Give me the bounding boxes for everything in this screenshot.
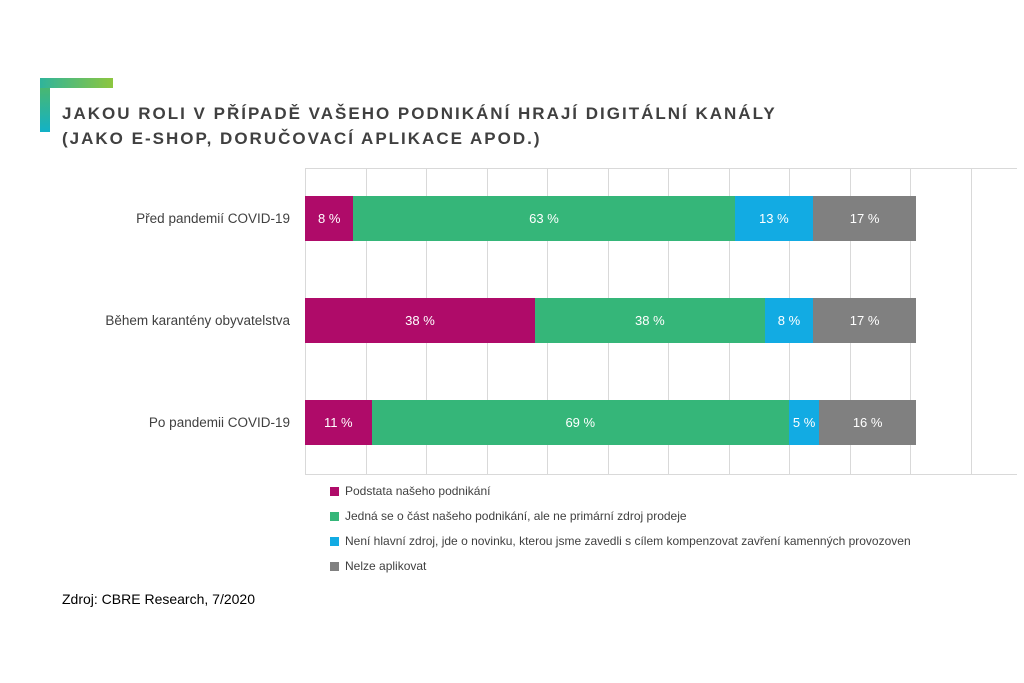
data-label: 69 %	[565, 414, 596, 430]
legend-swatch-icon	[330, 561, 339, 571]
stacked-bar: 38 % 38 % 8 % 17 %	[305, 298, 917, 343]
bar-segment: 69 %	[371, 399, 789, 445]
bar-segment: 16 %	[819, 399, 917, 445]
chart-row: Po pandemii COVID-19 11 % 69 % 5 % 16 %	[0, 371, 1017, 473]
legend-swatch-icon	[330, 486, 339, 496]
category-label: Před pandemií COVID-19	[136, 211, 290, 227]
source-note: Zdroj: CBRE Research, 7/2020	[62, 591, 255, 607]
chart-row: Během karantény obyvatelstva 38 % 38 % 8 % 1…	[0, 270, 1017, 372]
legend-label: Jedná se o část našeho podnikání, ale ne…	[345, 509, 687, 523]
bar-chart: Před pandemií COVID-19 8 % 63 % 13 % 17 % Běh…	[0, 168, 1017, 473]
data-label: 17 %	[849, 211, 880, 227]
category-label: Během karantény obyvatelstva	[105, 313, 290, 328]
data-label: 8 %	[777, 313, 801, 328]
bar-segment: 8 %	[305, 196, 354, 242]
chart-title-line1: JAKOU ROLI V PŘÍPADĚ VAŠEHO PODNIKÁNÍ HR…	[62, 104, 777, 123]
legend-item: Podstata našeho podnikání	[330, 484, 911, 498]
corner-accent-icon	[40, 78, 113, 88]
legend: Podstata našeho podnikání Jedná se o část…	[330, 484, 911, 584]
data-label: 38 %	[635, 313, 665, 328]
stacked-bar: 8 % 63 % 13 % 17 %	[305, 196, 917, 242]
bar-segment: 11 %	[305, 399, 372, 445]
legend-swatch-icon	[330, 536, 339, 546]
chart-title-line2: (JAKO E-SHOP, DORUČOVACÍ APLIKACE APOD.)	[62, 129, 542, 148]
legend-item: Jedná se o část našeho podnikání, ale ne…	[330, 509, 911, 523]
legend-label: Není hlavní zdroj, jde o novinku, kterou…	[345, 534, 911, 548]
legend-item: Není hlavní zdroj, jde o novinku, kterou…	[330, 534, 911, 548]
bar-segment: 38 %	[534, 298, 765, 343]
legend-label: Nelze aplikovat	[345, 559, 427, 573]
data-label: 5 %	[792, 414, 816, 430]
data-label: 11 %	[323, 414, 353, 430]
legend-label: Podstata našeho podnikání	[345, 484, 491, 498]
data-label: 38 %	[405, 313, 435, 328]
bar-segment: 17 %	[813, 298, 917, 343]
chart-row: Před pandemií COVID-19 8 % 63 % 13 % 17 %	[0, 168, 1017, 270]
bar-segment: 8 %	[764, 298, 814, 343]
bar-segment: 13 %	[734, 196, 814, 242]
data-label: 8 %	[317, 211, 341, 227]
bar-segment: 63 %	[353, 196, 735, 242]
gridline	[970, 169, 972, 474]
data-label: 63 %	[529, 211, 559, 227]
category-label: Po pandemii COVID-19	[148, 414, 290, 430]
data-label: 13 %	[759, 211, 789, 227]
data-label: 16 %	[852, 414, 883, 430]
stacked-bar: 11 % 69 % 5 % 16 %	[305, 399, 917, 445]
legend-item: Nelze aplikovat	[330, 559, 911, 573]
bar-segment: 17 %	[813, 196, 917, 242]
bar-segment: 5 %	[788, 399, 820, 445]
bar-segment: 38 %	[305, 298, 535, 343]
legend-swatch-icon	[330, 511, 339, 521]
chart-title: JAKOU ROLI V PŘÍPADĚ VAŠEHO PODNIKÁNÍ HR…	[62, 101, 922, 151]
data-label: 17 %	[849, 313, 880, 328]
corner-accent-icon	[40, 78, 50, 132]
